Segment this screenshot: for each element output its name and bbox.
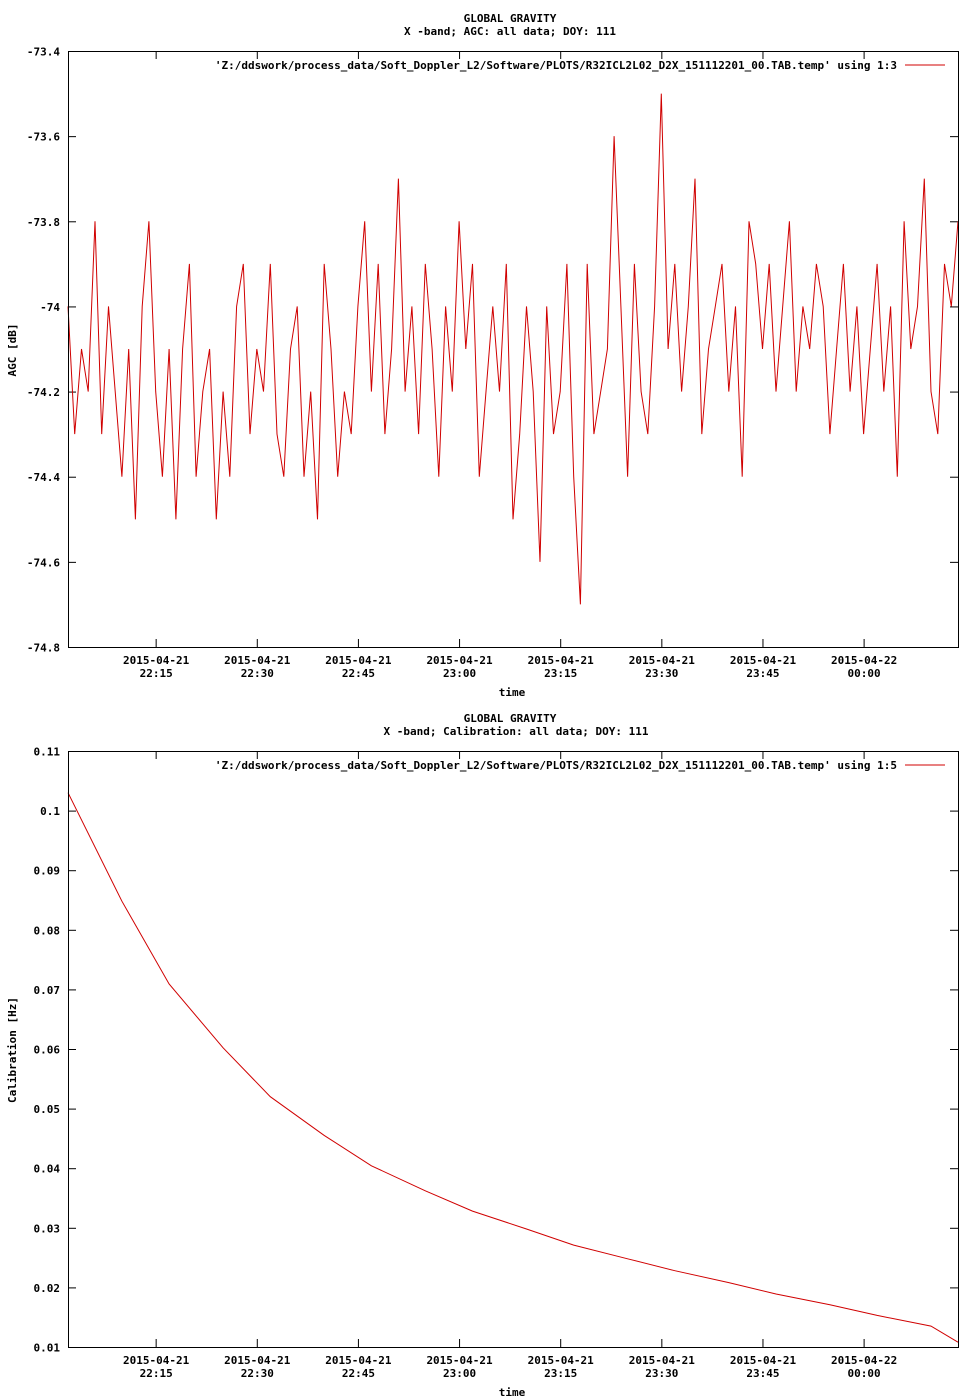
x-tick-label-date: 2015-04-21 [426, 1354, 493, 1367]
y-axis-label: Calibration [Hz] [6, 997, 19, 1103]
x-tick-label-time: 23:00 [443, 667, 476, 680]
axis-ticks: 0.11 0.1 0.09 0.08 0.07 0.06 0.05 0.04 0.03 0.02 0… [34, 746, 958, 1380]
x-tick-label-time: 22:15 [140, 667, 173, 680]
x-tick-label-time: 23:15 [544, 667, 577, 680]
y-tick-label: 0.1 [40, 805, 60, 818]
x-tick-label-time: 22:45 [342, 1367, 375, 1380]
y-tick-label: 0.05 [34, 1103, 61, 1116]
agc-series-line [67, 93, 959, 605]
x-tick-label-date: 2015-04-21 [528, 654, 595, 667]
y-tick-label: 0.02 [34, 1282, 61, 1295]
plot-frame [68, 751, 959, 1348]
y-tick-label: 0.01 [34, 1342, 61, 1355]
y-tick-label: 0.04 [34, 1163, 61, 1176]
y-tick-label: 0.03 [34, 1222, 61, 1235]
calibration-series-line [67, 792, 959, 1343]
x-tick-label-time: 00:00 [848, 1367, 881, 1380]
x-tick-label-date: 2015-04-21 [224, 654, 291, 667]
plot-frame [68, 51, 959, 648]
y-tick-label: 0.06 [34, 1044, 61, 1057]
x-tick-label-date: 2015-04-21 [629, 654, 696, 667]
x-tick-label-date: 2015-04-21 [426, 654, 493, 667]
x-tick-label-date: 2015-04-21 [730, 654, 797, 667]
chart-title: GLOBAL GRAVITY [464, 712, 557, 725]
x-tick-label-time: 23:30 [645, 667, 678, 680]
x-tick-label-time: 22:45 [342, 667, 375, 680]
y-tick-label: -74.8 [27, 642, 60, 655]
x-tick-label-time: 23:15 [544, 1367, 577, 1380]
x-tick-label-time: 23:30 [645, 1367, 678, 1380]
x-tick-label-date: 2015-04-21 [224, 1354, 291, 1367]
y-tick-label: 0.07 [34, 984, 61, 997]
chart-subtitle: X -band; AGC: all data; DOY: 111 [404, 25, 616, 38]
legend-label: 'Z:/ddswork/process_data/Soft_Doppler_L2… [215, 759, 897, 772]
x-tick-label-date: 2015-04-21 [528, 1354, 595, 1367]
y-tick-label: 0.08 [34, 924, 61, 937]
x-tick-label-time: 23:00 [443, 1367, 476, 1380]
x-tick-label-time: 23:45 [746, 1367, 779, 1380]
legend-label: 'Z:/ddswork/process_data/Soft_Doppler_L2… [215, 59, 897, 72]
x-tick-label-time: 00:00 [848, 667, 881, 680]
y-tick-label: -73.8 [27, 216, 60, 229]
chart-title: GLOBAL GRAVITY [464, 12, 557, 25]
x-tick-label-date: 2015-04-21 [325, 654, 392, 667]
x-tick-label-time: 22:30 [241, 667, 274, 680]
x-tick-label-date: 2015-04-22 [831, 1354, 897, 1367]
x-tick-label-date: 2015-04-21 [123, 654, 190, 667]
x-tick-label-date: 2015-04-21 [123, 1354, 190, 1367]
y-tick-label: -74.2 [27, 386, 60, 399]
y-tick-label: -74 [40, 301, 60, 314]
x-axis-label: time [499, 1386, 526, 1399]
x-tick-label-date: 2015-04-21 [730, 1354, 797, 1367]
y-tick-label: 0.09 [34, 865, 61, 878]
y-tick-label: -73.6 [27, 131, 60, 144]
x-tick-label-time: 22:15 [140, 1367, 173, 1380]
x-tick-label-date: 2015-04-21 [325, 1354, 392, 1367]
axis-ticks: -73.4 -73.6 -73.8 -74 -74.2 -74.4 -74.6 -74.8 20… [27, 46, 958, 680]
x-tick-label-date: 2015-04-21 [629, 1354, 696, 1367]
y-axis-label: AGC [dB] [6, 324, 19, 377]
y-tick-label: -74.4 [27, 471, 60, 484]
chart-subtitle: X -band; Calibration: all data; DOY: 111 [384, 725, 649, 738]
y-tick-label: -74.6 [27, 556, 60, 569]
x-tick-label-date: 2015-04-22 [831, 654, 897, 667]
agc-chart: GLOBAL GRAVITY X -band; AGC: all data; D… [6, 12, 959, 699]
y-tick-label: -73.4 [27, 46, 60, 59]
x-tick-label-time: 22:30 [241, 1367, 274, 1380]
x-axis-label: time [499, 686, 526, 699]
y-tick-label: 0.11 [34, 746, 61, 759]
x-tick-label-time: 23:45 [746, 667, 779, 680]
calibration-chart: GLOBAL GRAVITY X -band; Calibration: all… [6, 712, 959, 1399]
